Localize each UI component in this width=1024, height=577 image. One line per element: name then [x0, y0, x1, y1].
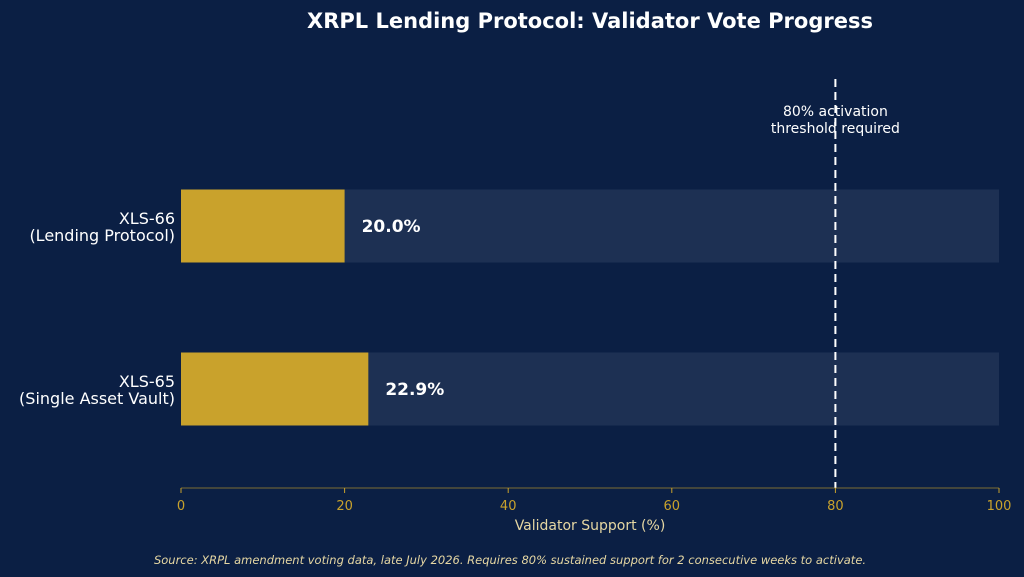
category-label: XLS-65 (Single Asset Vault): [19, 372, 175, 408]
value-label: 22.9%: [385, 380, 444, 400]
chart-title: XRPL Lending Protocol: Validator Vote Pr…: [307, 9, 873, 33]
threshold-marker: 80% activation threshold required: [771, 79, 900, 488]
bars: [181, 189, 369, 426]
category-label: XLS-66 (Lending Protocol): [29, 209, 175, 245]
x-tick-label: 60: [664, 499, 681, 514]
category-labels: XLS-66 (Lending Protocol) XLS-65 (Single As…: [19, 209, 175, 408]
bar: [181, 352, 369, 426]
value-label: 20.0%: [362, 217, 421, 237]
x-axis-title: Validator Support (%): [515, 518, 666, 534]
x-tick-label: 20: [336, 499, 353, 514]
x-tick-label: 100: [987, 499, 1012, 514]
bar: [181, 189, 345, 263]
x-axis: 0 20 40 60 80 100: [177, 487, 1012, 514]
threshold-annotation: 80% activation threshold required: [771, 104, 900, 137]
x-tick-label: 40: [500, 499, 517, 514]
x-tick-label: 0: [177, 499, 185, 514]
value-labels: 20.0% 22.9%: [362, 217, 445, 400]
x-tick-label: 80: [827, 499, 844, 514]
source-note: Source: XRPL amendment voting data, late…: [154, 553, 866, 567]
